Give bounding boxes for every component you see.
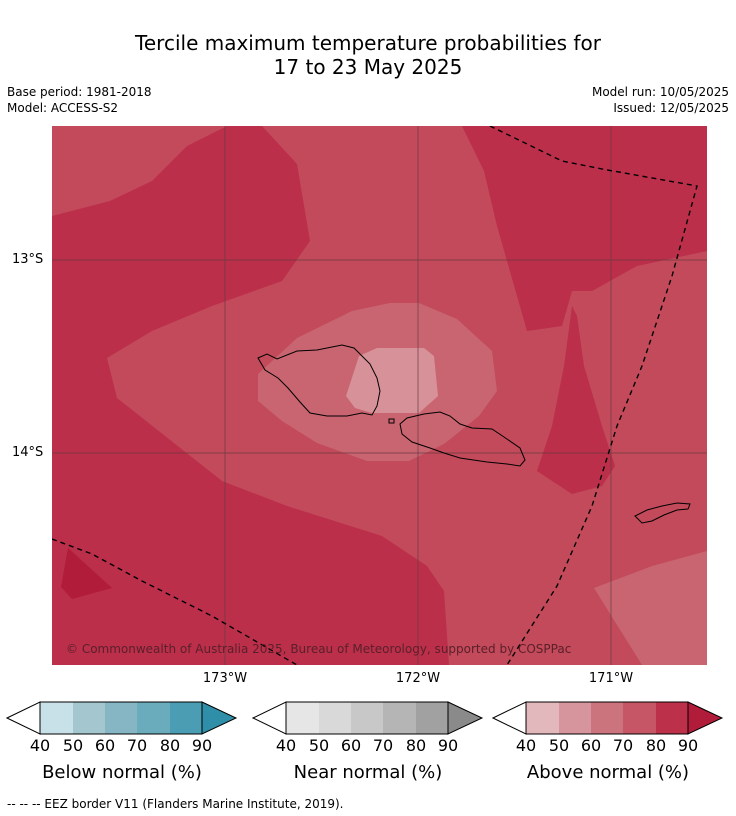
tick: 50	[62, 736, 84, 755]
tick: 70	[612, 736, 634, 755]
lat-label-14s: 14°S	[12, 445, 44, 460]
tick: 40	[29, 736, 51, 755]
lon-label-172w: 172°W	[395, 671, 441, 686]
colorbar-above-label: Above normal (%)	[526, 762, 690, 783]
colorbar-below-label: Below normal (%)	[42, 762, 202, 783]
base-period: Base period: 1981-2018	[7, 85, 152, 99]
tick: 90	[677, 736, 699, 755]
tick: 80	[645, 736, 667, 755]
colorbar-above-segments	[526, 702, 688, 734]
manono-island	[388, 418, 395, 424]
colorbar-above-arrow-low	[492, 701, 527, 735]
region-above-50-center	[346, 348, 438, 413]
tick: 40	[515, 736, 537, 755]
colorbar-below-segments	[40, 702, 202, 734]
colorbar-near-segments	[286, 702, 448, 734]
lon-label-173w: 173°W	[202, 671, 248, 686]
region-above-60-southeast	[594, 551, 707, 665]
colorbar-below-normal	[6, 701, 238, 735]
eez-border	[52, 126, 698, 665]
lat-label-13s: 13°S	[12, 252, 44, 267]
savaii-island	[257, 344, 381, 417]
tick: 80	[405, 736, 427, 755]
colorbar-near-normal	[252, 701, 484, 735]
colorbar-below-arrow-low	[6, 701, 41, 735]
chart-title: Tercile maximum temperature probabilitie…	[0, 31, 736, 79]
upolu-island	[399, 411, 526, 467]
colorbar-near-arrow-low	[252, 701, 287, 735]
title-line-1: Tercile maximum temperature probabilitie…	[135, 31, 601, 55]
region-above-90-southwest	[61, 548, 112, 599]
islands	[257, 344, 691, 524]
meta-left: Base period: 1981-2018 Model: ACCESS-S2	[7, 84, 152, 116]
tick: 50	[308, 736, 330, 755]
tick: 70	[126, 736, 148, 755]
tick: 60	[340, 736, 362, 755]
eez-legend-note: -- -- -- EEZ border V11 (Flanders Marine…	[7, 797, 344, 811]
colorbar-near-arrow-high	[447, 701, 484, 735]
issued-date: Issued: 12/05/2025	[613, 101, 729, 115]
model-run: Model run: 10/05/2025	[591, 85, 729, 99]
lon-label-171w: 171°W	[588, 671, 634, 686]
meta-right: Model run: 10/05/2025 Issued: 12/05/2025	[592, 84, 729, 116]
colorbar-below-arrow-high	[201, 701, 238, 735]
tick: 90	[437, 736, 459, 755]
model-name: Model: ACCESS-S2	[7, 101, 119, 115]
colorbar-above-arrow-high	[687, 701, 724, 735]
probability-map: © Commonwealth of Australia 2025, Bureau…	[52, 126, 707, 665]
gridlines	[52, 126, 707, 665]
tick: 90	[191, 736, 213, 755]
colorbar-above-normal	[492, 701, 724, 735]
copyright-text: © Commonwealth of Australia 2025, Bureau…	[66, 642, 571, 656]
tutuila-island	[634, 502, 691, 524]
tick: 60	[94, 736, 116, 755]
colorbar-near-label: Near normal (%)	[293, 762, 443, 783]
tick: 40	[275, 736, 297, 755]
tick: 60	[580, 736, 602, 755]
tick: 70	[372, 736, 394, 755]
tick: 80	[159, 736, 181, 755]
region-above-80-east	[537, 306, 615, 494]
tick: 50	[548, 736, 570, 755]
title-line-2: 17 to 23 May 2025	[273, 55, 463, 79]
